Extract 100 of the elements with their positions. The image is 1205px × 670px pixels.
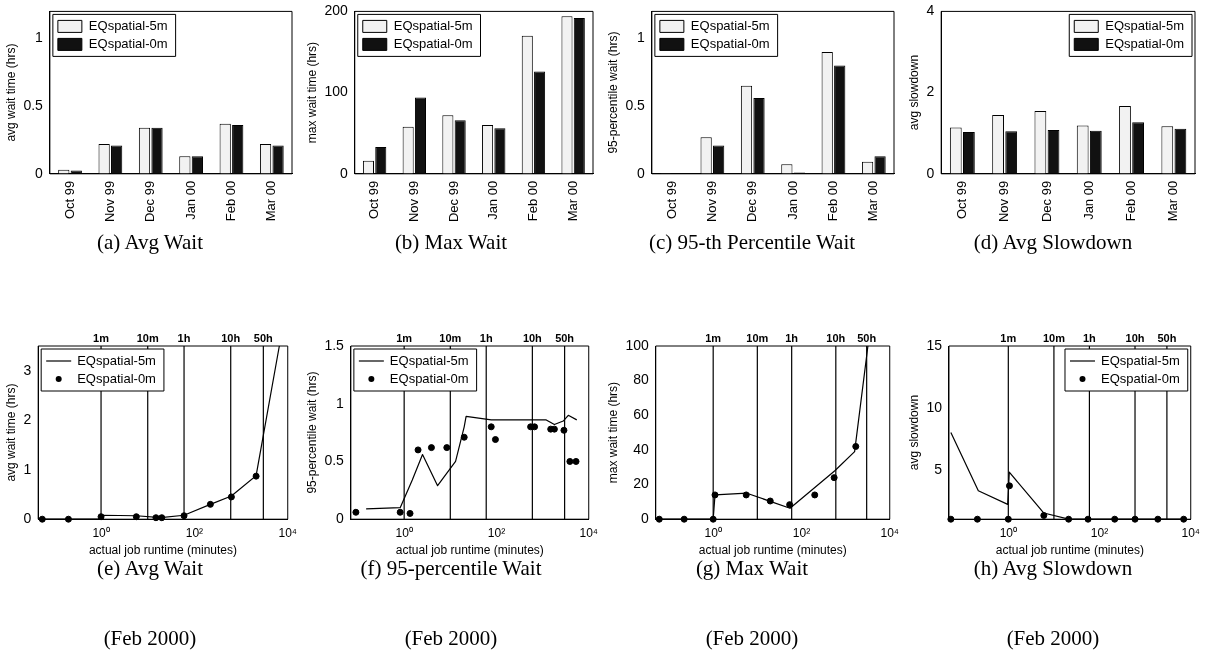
x-tick-label: 10² [792, 525, 811, 540]
text: (h) Avg Slowdown [972, 556, 1133, 581]
ref-line-label: 50h [253, 331, 274, 344]
text: (g) Max Wait [694, 556, 809, 581]
x-tick-label: 10⁴ [278, 525, 298, 540]
y-tick-label: 0 [926, 164, 935, 181]
ref-line-label: 10m [746, 331, 769, 344]
y-tick-label: 3 [23, 361, 32, 378]
x-tick-label: 10² [1090, 525, 1109, 540]
y-tick-label: 1 [23, 460, 32, 477]
legend-label: EQspatial-0m [77, 370, 156, 386]
x-tick-label: 10⁰ [999, 525, 1017, 540]
y-axis-title: 95-percentile wait (hrs) [304, 371, 319, 494]
y-tick-label: 100 [625, 336, 649, 353]
ref-line-label: 10m [439, 331, 462, 344]
ref-line-label: 10h [826, 331, 846, 344]
x-tick-label: Feb 00 [525, 180, 541, 222]
y-tick-label: 1 [336, 394, 345, 411]
y-axis-title: avg slowdown [906, 54, 921, 131]
legend-label: EQspatial-5m [88, 17, 168, 33]
text: (b) Max Wait [393, 230, 509, 255]
text: (e) Avg Wait [96, 556, 203, 581]
y-tick-label: 0 [35, 164, 44, 181]
y-tick-label: 5 [934, 460, 943, 477]
ref-line-label: 1m [396, 331, 413, 344]
ref-line-label: 1h [1082, 331, 1097, 344]
ref-line-label: 50h [857, 331, 877, 344]
x-tick-label: Dec 99 [445, 180, 461, 223]
legend-label: EQspatial-0m [389, 370, 469, 386]
legend-label: EQspatial-0m [1105, 35, 1184, 51]
x-tick-label: 10² [487, 525, 506, 540]
x-tick-label: Jan 00 [784, 180, 800, 220]
y-tick-label: 20 [633, 475, 649, 492]
x-axis-title: actual job runtime (minutes) [395, 543, 544, 558]
ref-line-label: 50h [1157, 331, 1177, 344]
legend-label: EQspatial-5m [393, 17, 473, 33]
ref-line-label: 10m [1042, 331, 1066, 344]
y-tick-label: 2 [23, 411, 32, 428]
text: (Feb 2000) [704, 626, 800, 651]
x-tick-label: 10⁰ [704, 525, 722, 540]
legend-label: EQspatial-5m [389, 352, 469, 368]
text: (Feb 2000) [403, 626, 499, 651]
legend-label: EQspatial-0m [690, 35, 770, 51]
x-tick-label: Oct 99 [61, 180, 77, 220]
text: (f) 95-percentile Wait [359, 556, 542, 581]
x-axis-title: actual job runtime (minutes) [698, 543, 847, 558]
x-tick-label: 10⁴ [1181, 525, 1201, 540]
x-tick-label: Feb 00 [223, 180, 239, 222]
x-tick-label: Dec 99 [142, 180, 158, 223]
y-tick-label: 10 [926, 398, 943, 415]
text: (a) Avg Wait [96, 230, 204, 255]
legend-label: EQspatial-0m [88, 35, 168, 51]
y-axis-title: avg wait time (hrs) [3, 43, 18, 142]
x-tick-label: Mar 00 [1165, 180, 1181, 222]
y-axis-title: 95-percentile wait (hrs) [605, 31, 620, 154]
y-tick-label: 60 [633, 406, 649, 423]
y-tick-label: 4 [926, 2, 935, 19]
ref-line-label: 1h [785, 331, 799, 344]
y-tick-label: 0 [336, 510, 345, 527]
text: (Feb 2000) [1005, 626, 1101, 651]
y-tick-label: 1 [637, 29, 646, 46]
y-tick-label: 15 [926, 336, 943, 353]
ref-line-label: 1h [177, 331, 191, 344]
x-tick-label: Mar 00 [865, 180, 881, 222]
legend-label: EQspatial-0m [393, 35, 473, 51]
x-tick-label: Mar 00 [263, 180, 279, 222]
text: (d) Avg Slowdown [972, 230, 1134, 255]
x-tick-label: Oct 99 [953, 180, 969, 220]
y-tick-label: 0 [339, 164, 348, 181]
x-tick-label: Jan 00 [182, 180, 198, 220]
y-axis-title: max wait time (hrs) [605, 381, 620, 484]
x-tick-label: 10² [185, 525, 204, 540]
ref-line-label: 10h [221, 331, 241, 344]
x-tick-label: Feb 00 [825, 180, 841, 222]
x-axis-title: actual job runtime (minutes) [995, 543, 1144, 558]
legend-label: EQspatial-5m [1105, 17, 1184, 33]
ref-line-label: 1m [1000, 331, 1017, 344]
y-tick-label: 2 [926, 83, 935, 100]
text: (Feb 2000) [102, 626, 198, 651]
x-tick-label: Nov 99 [703, 180, 719, 223]
y-tick-label: 0 [637, 164, 646, 181]
x-tick-label: 10⁰ [92, 525, 110, 540]
x-tick-label: Oct 99 [663, 180, 679, 220]
x-axis-title: actual job runtime (minutes) [88, 543, 237, 558]
legend-label: EQspatial-5m [77, 352, 156, 368]
x-tick-label: Nov 99 [405, 180, 421, 223]
y-tick-label: 200 [324, 2, 348, 19]
y-tick-label: 1 [35, 29, 44, 46]
x-tick-label: Feb 00 [1123, 180, 1139, 222]
y-tick-label: 40 [633, 440, 649, 457]
x-tick-label: Mar 00 [564, 180, 580, 222]
y-tick-label: 80 [633, 371, 649, 388]
ref-line-label: 1m [93, 331, 110, 344]
text: (c) 95-th Percentile Wait [647, 230, 857, 255]
y-axis-title: avg wait time (hrs) [3, 383, 18, 482]
x-tick-label: Nov 99 [996, 180, 1012, 223]
x-tick-label: 10⁰ [395, 525, 413, 540]
y-tick-label: 0 [23, 510, 32, 527]
ref-line-label: 10h [522, 331, 543, 344]
legend-label: EQspatial-5m [1101, 352, 1180, 368]
